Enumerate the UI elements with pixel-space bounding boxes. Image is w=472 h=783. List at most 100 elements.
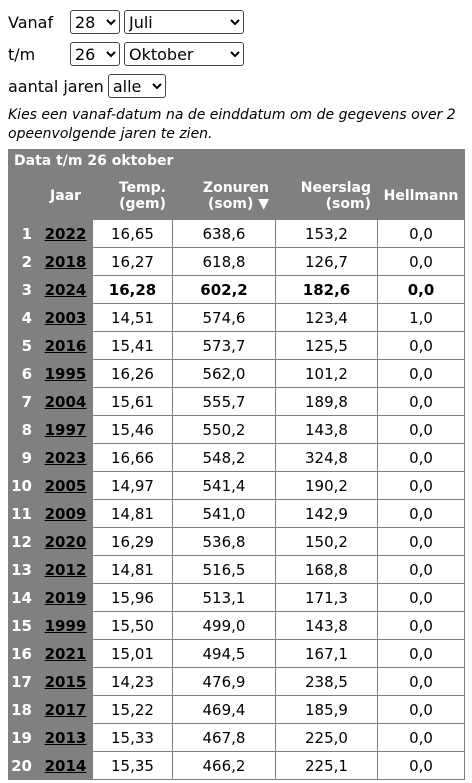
- rain-cell: 225,0: [275, 723, 378, 752]
- sun-cell: 548,2: [172, 443, 276, 472]
- data-row: 14 2019 15,96 513,1 171,3 0,0: [8, 583, 465, 612]
- year-link[interactable]: 2003: [44, 308, 87, 327]
- data-row: 11 2009 14,81 541,0 142,9 0,0: [8, 499, 465, 528]
- year-link[interactable]: 1995: [44, 364, 87, 383]
- year-cell: 2016: [38, 331, 93, 360]
- rain-cell: 126,7: [275, 247, 378, 276]
- year-link[interactable]: 2024: [44, 280, 87, 299]
- month-select[interactable]: Oktober: [124, 42, 244, 66]
- temp-cell: 14,81: [92, 555, 173, 584]
- hellmann-cell: 0,0: [377, 527, 465, 556]
- rain-cell: 182,6: [275, 275, 378, 304]
- temp-cell: 15,96: [92, 583, 173, 612]
- rank-cell: 8: [8, 415, 39, 444]
- header-text: Temp.: [118, 180, 166, 196]
- year-link[interactable]: 2004: [44, 392, 87, 411]
- year-link[interactable]: 2023: [44, 448, 87, 467]
- rain-cell: 101,2: [275, 359, 378, 388]
- year-link[interactable]: 2020: [44, 532, 87, 551]
- from-row: Vanaf 28 Juli: [8, 6, 468, 38]
- hellmann-cell: 1,0: [377, 303, 465, 332]
- header-cell[interactable]: Hellmann: [377, 172, 465, 220]
- temp-cell: 14,81: [92, 499, 173, 528]
- year-cell: 2018: [38, 247, 93, 276]
- hellmann-cell: 0,0: [377, 639, 465, 668]
- header-text: (gem): [119, 196, 166, 212]
- year-link[interactable]: 2012: [44, 560, 87, 579]
- temp-cell: 15,35: [92, 751, 173, 780]
- rank-cell: 7: [8, 387, 39, 416]
- day-select[interactable]: 28: [70, 10, 120, 34]
- year-cell: 2003: [38, 303, 93, 332]
- sun-cell: 638,6: [172, 219, 276, 248]
- year-link[interactable]: 2014: [44, 756, 87, 775]
- hellmann-cell: 0,0: [377, 415, 465, 444]
- year-link[interactable]: 2021: [44, 644, 87, 663]
- temp-cell: 15,46: [92, 415, 173, 444]
- rank-cell: 3: [8, 275, 39, 304]
- year-link[interactable]: 2013: [44, 728, 87, 747]
- header-cell: [8, 172, 39, 220]
- year-link[interactable]: 2009: [44, 504, 87, 523]
- rain-cell: 143,8: [275, 611, 378, 640]
- rank-cell: 13: [8, 555, 39, 584]
- sun-cell: 466,2: [172, 751, 276, 780]
- rain-cell: 123,4: [275, 303, 378, 332]
- data-row: 9 2023 16,66 548,2 324,8 0,0: [8, 443, 465, 472]
- year-link[interactable]: 2016: [44, 336, 87, 355]
- year-cell: 2020: [38, 527, 93, 556]
- data-row: 13 2012 14,81 516,5 168,8 0,0: [8, 555, 465, 584]
- hellmann-cell: 0,0: [377, 275, 465, 304]
- rain-cell: 171,3: [275, 583, 378, 612]
- month-select[interactable]: Juli: [124, 10, 244, 34]
- hellmann-cell: 0,0: [377, 695, 465, 724]
- rain-cell: 125,5: [275, 331, 378, 360]
- rain-cell: 167,1: [275, 639, 378, 668]
- sun-cell: 602,2: [172, 275, 276, 304]
- sun-cell: 513,1: [172, 583, 276, 612]
- header-cell[interactable]: Neerslag (som): [275, 172, 378, 220]
- hellmann-cell: 0,0: [377, 443, 465, 472]
- year-cell: 2005: [38, 471, 93, 500]
- data-row: 10 2005 14,97 541,4 190,2 0,0: [8, 471, 465, 500]
- rank-cell: 4: [8, 303, 39, 332]
- data-row: 18 2017 15,22 469,4 185,9 0,0: [8, 695, 465, 724]
- data-row: 15 1999 15,50 499,0 143,8 0,0: [8, 611, 465, 640]
- hellmann-cell: 0,0: [377, 667, 465, 696]
- year-cell: 1997: [38, 415, 93, 444]
- temp-cell: 16,26: [92, 359, 173, 388]
- filter-form: Vanaf 28 Juli t/m 26 Oktober aantal jare…: [8, 6, 468, 144]
- temp-cell: 16,29: [92, 527, 173, 556]
- rank-cell: 12: [8, 527, 39, 556]
- rain-cell: 225,1: [275, 751, 378, 780]
- rank-cell: 2: [8, 247, 39, 276]
- temp-cell: 16,66: [92, 443, 173, 472]
- year-link[interactable]: 1999: [44, 616, 87, 635]
- rain-cell: 142,9: [275, 499, 378, 528]
- year-cell: 2023: [38, 443, 93, 472]
- to-row: t/m 26 Oktober: [8, 38, 468, 70]
- year-cell: 1999: [38, 611, 93, 640]
- year-link[interactable]: 2015: [44, 672, 87, 691]
- year-link[interactable]: 2017: [44, 700, 87, 719]
- year-link[interactable]: 2018: [44, 252, 87, 271]
- year-link[interactable]: 1997: [44, 420, 87, 439]
- year-cell: 2012: [38, 555, 93, 584]
- year-link[interactable]: 2005: [44, 476, 87, 495]
- rank-cell: 10: [8, 471, 39, 500]
- rank-cell: 14: [8, 583, 39, 612]
- sun-cell: 469,4: [172, 695, 276, 724]
- header-cell[interactable]: Zonuren (som) ▼: [172, 172, 276, 220]
- year-link[interactable]: 2022: [44, 224, 87, 243]
- rain-cell: 153,2: [275, 219, 378, 248]
- label: aantal jaren: [8, 76, 104, 96]
- years-select[interactable]: alle: [107, 74, 166, 98]
- year-cell: 1995: [38, 359, 93, 388]
- year-cell: 2019: [38, 583, 93, 612]
- rank-cell: 17: [8, 667, 39, 696]
- year-link[interactable]: 2019: [44, 588, 87, 607]
- temp-cell: 14,97: [92, 471, 173, 500]
- day-select[interactable]: 26: [70, 42, 120, 66]
- rain-cell: 189,8: [275, 387, 378, 416]
